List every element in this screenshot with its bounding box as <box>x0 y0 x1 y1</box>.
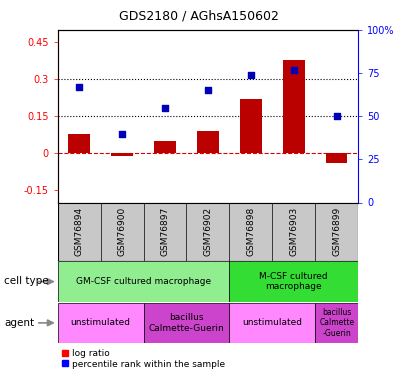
Point <box>76 84 82 90</box>
Point <box>119 130 125 136</box>
Bar <box>58 261 229 302</box>
Point <box>205 87 211 93</box>
Text: M-CSF cultured
macrophage: M-CSF cultured macrophage <box>259 272 328 291</box>
Text: GM-CSF cultured macrophage: GM-CSF cultured macrophage <box>76 277 211 286</box>
Bar <box>197 131 219 153</box>
Bar <box>240 99 261 153</box>
Legend: log ratio, percentile rank within the sample: log ratio, percentile rank within the sa… <box>62 349 225 369</box>
Text: GDS2180 / AGhsA150602: GDS2180 / AGhsA150602 <box>119 9 279 22</box>
Text: unstimulated: unstimulated <box>242 318 302 327</box>
Bar <box>283 60 304 153</box>
Text: GSM76894: GSM76894 <box>75 207 84 256</box>
Bar <box>68 134 90 153</box>
Bar <box>154 141 176 153</box>
Text: agent: agent <box>4 318 34 327</box>
Text: GSM76898: GSM76898 <box>246 207 256 256</box>
Point <box>334 113 340 119</box>
Bar <box>229 261 358 302</box>
Text: bacillus
Calmette-Guerin: bacillus Calmette-Guerin <box>148 313 224 333</box>
Text: GSM76903: GSM76903 <box>289 207 298 256</box>
Point <box>162 105 168 111</box>
Text: cell type: cell type <box>4 276 49 286</box>
Text: GSM76900: GSM76900 <box>117 207 127 256</box>
Text: GSM76897: GSM76897 <box>160 207 170 256</box>
Text: bacillus
Calmette
-Guerin: bacillus Calmette -Guerin <box>319 308 354 338</box>
Bar <box>326 153 347 163</box>
Point <box>291 67 297 73</box>
Bar <box>144 303 229 343</box>
Bar <box>58 303 144 343</box>
Bar <box>229 303 315 343</box>
Point <box>248 72 254 78</box>
Text: GSM76899: GSM76899 <box>332 207 341 256</box>
Text: GSM76902: GSM76902 <box>203 207 213 256</box>
Bar <box>111 153 133 156</box>
Text: unstimulated: unstimulated <box>70 318 131 327</box>
Bar <box>315 303 358 343</box>
